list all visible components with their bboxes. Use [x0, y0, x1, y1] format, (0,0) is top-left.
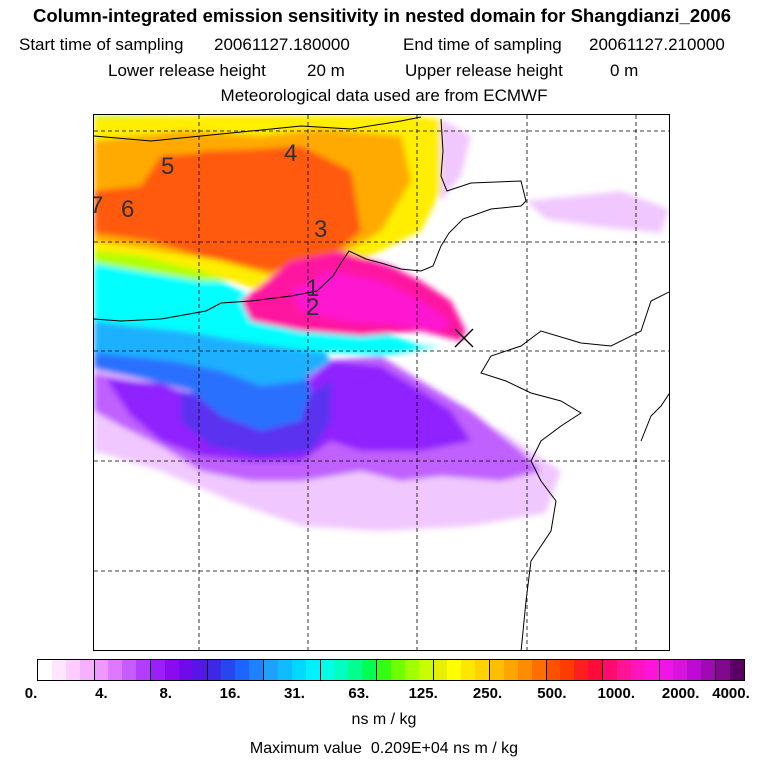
colorbar-swatch [490, 660, 504, 680]
colorbar-tick-label: 125. [408, 685, 438, 702]
lower-release-value: 20 m [307, 61, 345, 80]
maximum-unit: ns m / kg [453, 740, 519, 757]
colorbar-swatch [51, 660, 66, 680]
colorbar-swatch [687, 660, 702, 680]
coastlines [94, 116, 669, 650]
colorbar-swatch [38, 660, 52, 680]
colorbar-swatch [630, 660, 645, 680]
colorbar-swatch [517, 660, 532, 680]
contour-labels: 5 4 7 6 3 1 2 [94, 140, 327, 321]
colorbar-swatch [616, 660, 631, 680]
upper-release-value: 0 m [610, 61, 639, 80]
colorbar-tick-label: 250. [472, 685, 503, 702]
met-data-note: Meteorological data used are from ECMWF [220, 86, 548, 105]
colorbar-swatch [716, 660, 730, 680]
colorbar-swatch [475, 660, 490, 680]
colorbar-swatch [659, 660, 674, 680]
colorbar-swatch [418, 660, 434, 680]
contour-label-6: 6 [121, 196, 134, 223]
end-time-label: End time of sampling [403, 35, 562, 54]
maximum-label: Maximum value [249, 740, 362, 757]
map-grid [94, 115, 669, 650]
colorbar-swatch [192, 660, 208, 680]
colorbar-swatch [277, 660, 292, 680]
contour-label-4: 4 [284, 140, 297, 167]
colorbar-swatch [574, 660, 589, 680]
colorbar-swatch [151, 660, 165, 680]
colorbar-swatch [178, 660, 193, 680]
colorbar-tick-label: 16. [219, 685, 241, 702]
colorbar-tick-label: 500. [537, 685, 567, 702]
maximum-number: 0.209E+04 [370, 740, 449, 757]
colorbar-tick-label: 63. [348, 685, 370, 702]
colorbar-swatch [433, 660, 448, 680]
coastline-bohai [94, 116, 422, 142]
upper-release-label: Upper release height [405, 61, 563, 80]
colorbar-swatch [136, 660, 151, 680]
colorbar-swatch [729, 660, 744, 680]
colorbar-swatch [291, 660, 306, 680]
colorbar-swatch [377, 660, 391, 680]
colorbar-swatch [235, 660, 250, 680]
field-fuchsia [291, 271, 451, 331]
colorbar-swatch [249, 660, 264, 680]
colorbar [37, 659, 745, 681]
colorbar-swatch [94, 660, 109, 680]
lower-release-label: Lower release height [108, 61, 266, 80]
colorbar-swatch [461, 660, 476, 680]
coastline-peninsula [480, 291, 669, 650]
colorbar-swatch [701, 660, 716, 680]
contour-label-3: 3 [314, 216, 327, 243]
colorbar-swatch [546, 660, 561, 680]
maximum-value: Maximum value 0.209E+04 ns m / kg [0, 740, 768, 758]
colorbar-swatch [164, 660, 179, 680]
colorbar-swatch [588, 660, 603, 680]
plot-title: Column-integrated emission sensitivity i… [32, 5, 731, 26]
start-time-label: Start time of sampling [19, 35, 184, 54]
coastline-bay [94, 118, 527, 322]
colorbar-swatch [447, 660, 462, 680]
colorbar-unit: ns m / kg [351, 711, 417, 728]
coastline-east [640, 393, 669, 442]
colorbar-tick-label: 4000. [712, 685, 750, 702]
colorbar-tick-label: 8. [159, 685, 172, 702]
colorbar-swatch [108, 660, 123, 680]
contour-label-5: 5 [161, 153, 174, 180]
colorbar-tick-label: 2000. [661, 685, 700, 702]
field-red [201, 149, 331, 236]
colorbar-swatch [644, 660, 660, 680]
colorbar-tick-label: 4. [95, 685, 108, 702]
start-time-value: 20061127.180000 [214, 35, 350, 54]
colorbar-swatch [320, 660, 335, 680]
end-time-value: 20061127.210000 [589, 35, 725, 54]
release-site-cross-icon [454, 328, 474, 348]
colorbar-swatch [334, 660, 349, 680]
colorbar-swatch [65, 660, 80, 680]
colorbar-swatch [122, 660, 137, 680]
colorbar-swatch [221, 660, 236, 680]
colorbar-swatch [362, 660, 377, 680]
contour-label-1: 1 [306, 275, 319, 302]
sensitivity-field [94, 115, 669, 531]
colorbar-swatch [560, 660, 575, 680]
map-canvas: 5 4 7 6 3 1 2 [94, 115, 669, 650]
colorbar-tick-label: 31. [284, 685, 305, 702]
colorbar-swatch [673, 660, 688, 680]
colorbar-swatch [264, 660, 278, 680]
colorbar-swatch [79, 660, 95, 680]
colorbar-tick-label: 1000. [597, 685, 636, 702]
colorbar-swatch [603, 660, 617, 680]
sensitivity-map: 5 4 7 6 3 1 2 [93, 114, 670, 651]
colorbar-swatch [404, 660, 419, 680]
colorbar-swatch [390, 660, 405, 680]
colorbar-swatch [305, 660, 321, 680]
contour-label-7: 7 [94, 192, 103, 219]
colorbar-swatch [207, 660, 222, 680]
colorbar-swatch [531, 660, 547, 680]
field-lavender-east [526, 191, 669, 233]
colorbar-tick-label: 0. [24, 685, 38, 702]
colorbar-swatch [348, 660, 363, 680]
contour-label-2: 2 [306, 294, 319, 321]
colorbar-swatch [503, 660, 518, 680]
